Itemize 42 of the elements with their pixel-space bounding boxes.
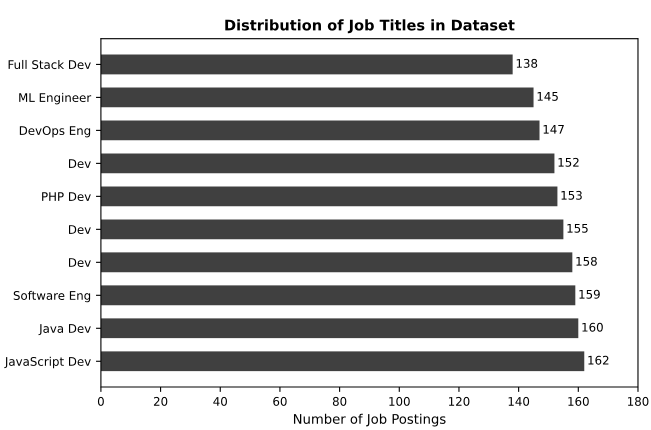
data-label: 159 [579, 290, 600, 299]
x-tick-label: 140 [508, 396, 530, 406]
data-label: 158 [576, 256, 597, 266]
x-tick-label: 60 [273, 396, 287, 406]
data-label: 152 [558, 158, 579, 167]
bar [100, 88, 534, 108]
bar [100, 153, 554, 174]
bar [100, 186, 558, 206]
bar [100, 285, 576, 306]
data-label: 145 [538, 92, 558, 101]
y-tick-label: Dev [69, 159, 91, 168]
y-tick-label: DevOps Eng [20, 126, 90, 138]
x-axis-title: Number of Job Postings [294, 414, 446, 426]
data-label: 160 [582, 322, 603, 332]
data-label: 147 [544, 125, 564, 134]
y-tick-label: Software Eng [14, 290, 90, 302]
x-tick-label: 20 [154, 396, 168, 406]
x-tick-label: 180 [628, 396, 648, 406]
chart-title: Distribution of Job Titles in Dataset [225, 19, 515, 34]
x-tick-label: 80 [332, 396, 346, 406]
y-tick-label: Dev [69, 225, 91, 234]
bar [100, 351, 584, 372]
bar [100, 120, 540, 140]
x-tick-label: 160 [568, 396, 589, 406]
y-tick-label: ML Engineer [19, 92, 92, 104]
y-tick-label: Dev [69, 258, 91, 267]
y-tick-label: Java Dev [38, 324, 91, 336]
bar [100, 54, 513, 74]
data-label: 155 [567, 224, 588, 233]
x-tick-label: 0 [98, 396, 104, 406]
data-label: 153 [561, 190, 582, 200]
bar [100, 219, 564, 240]
bar [100, 318, 578, 338]
x-tick-label: 100 [389, 396, 410, 406]
data-label: 138 [516, 58, 538, 68]
y-tick-label: Full Stack Dev [8, 60, 91, 70]
bar [100, 252, 572, 272]
x-tick-label: 40 [213, 396, 227, 406]
y-tick-label: PHP Dev [42, 192, 91, 202]
y-tick-label: JavaScript Dev [4, 356, 91, 368]
data-label: 162 [588, 356, 608, 365]
x-tick-label: 120 [448, 396, 470, 406]
